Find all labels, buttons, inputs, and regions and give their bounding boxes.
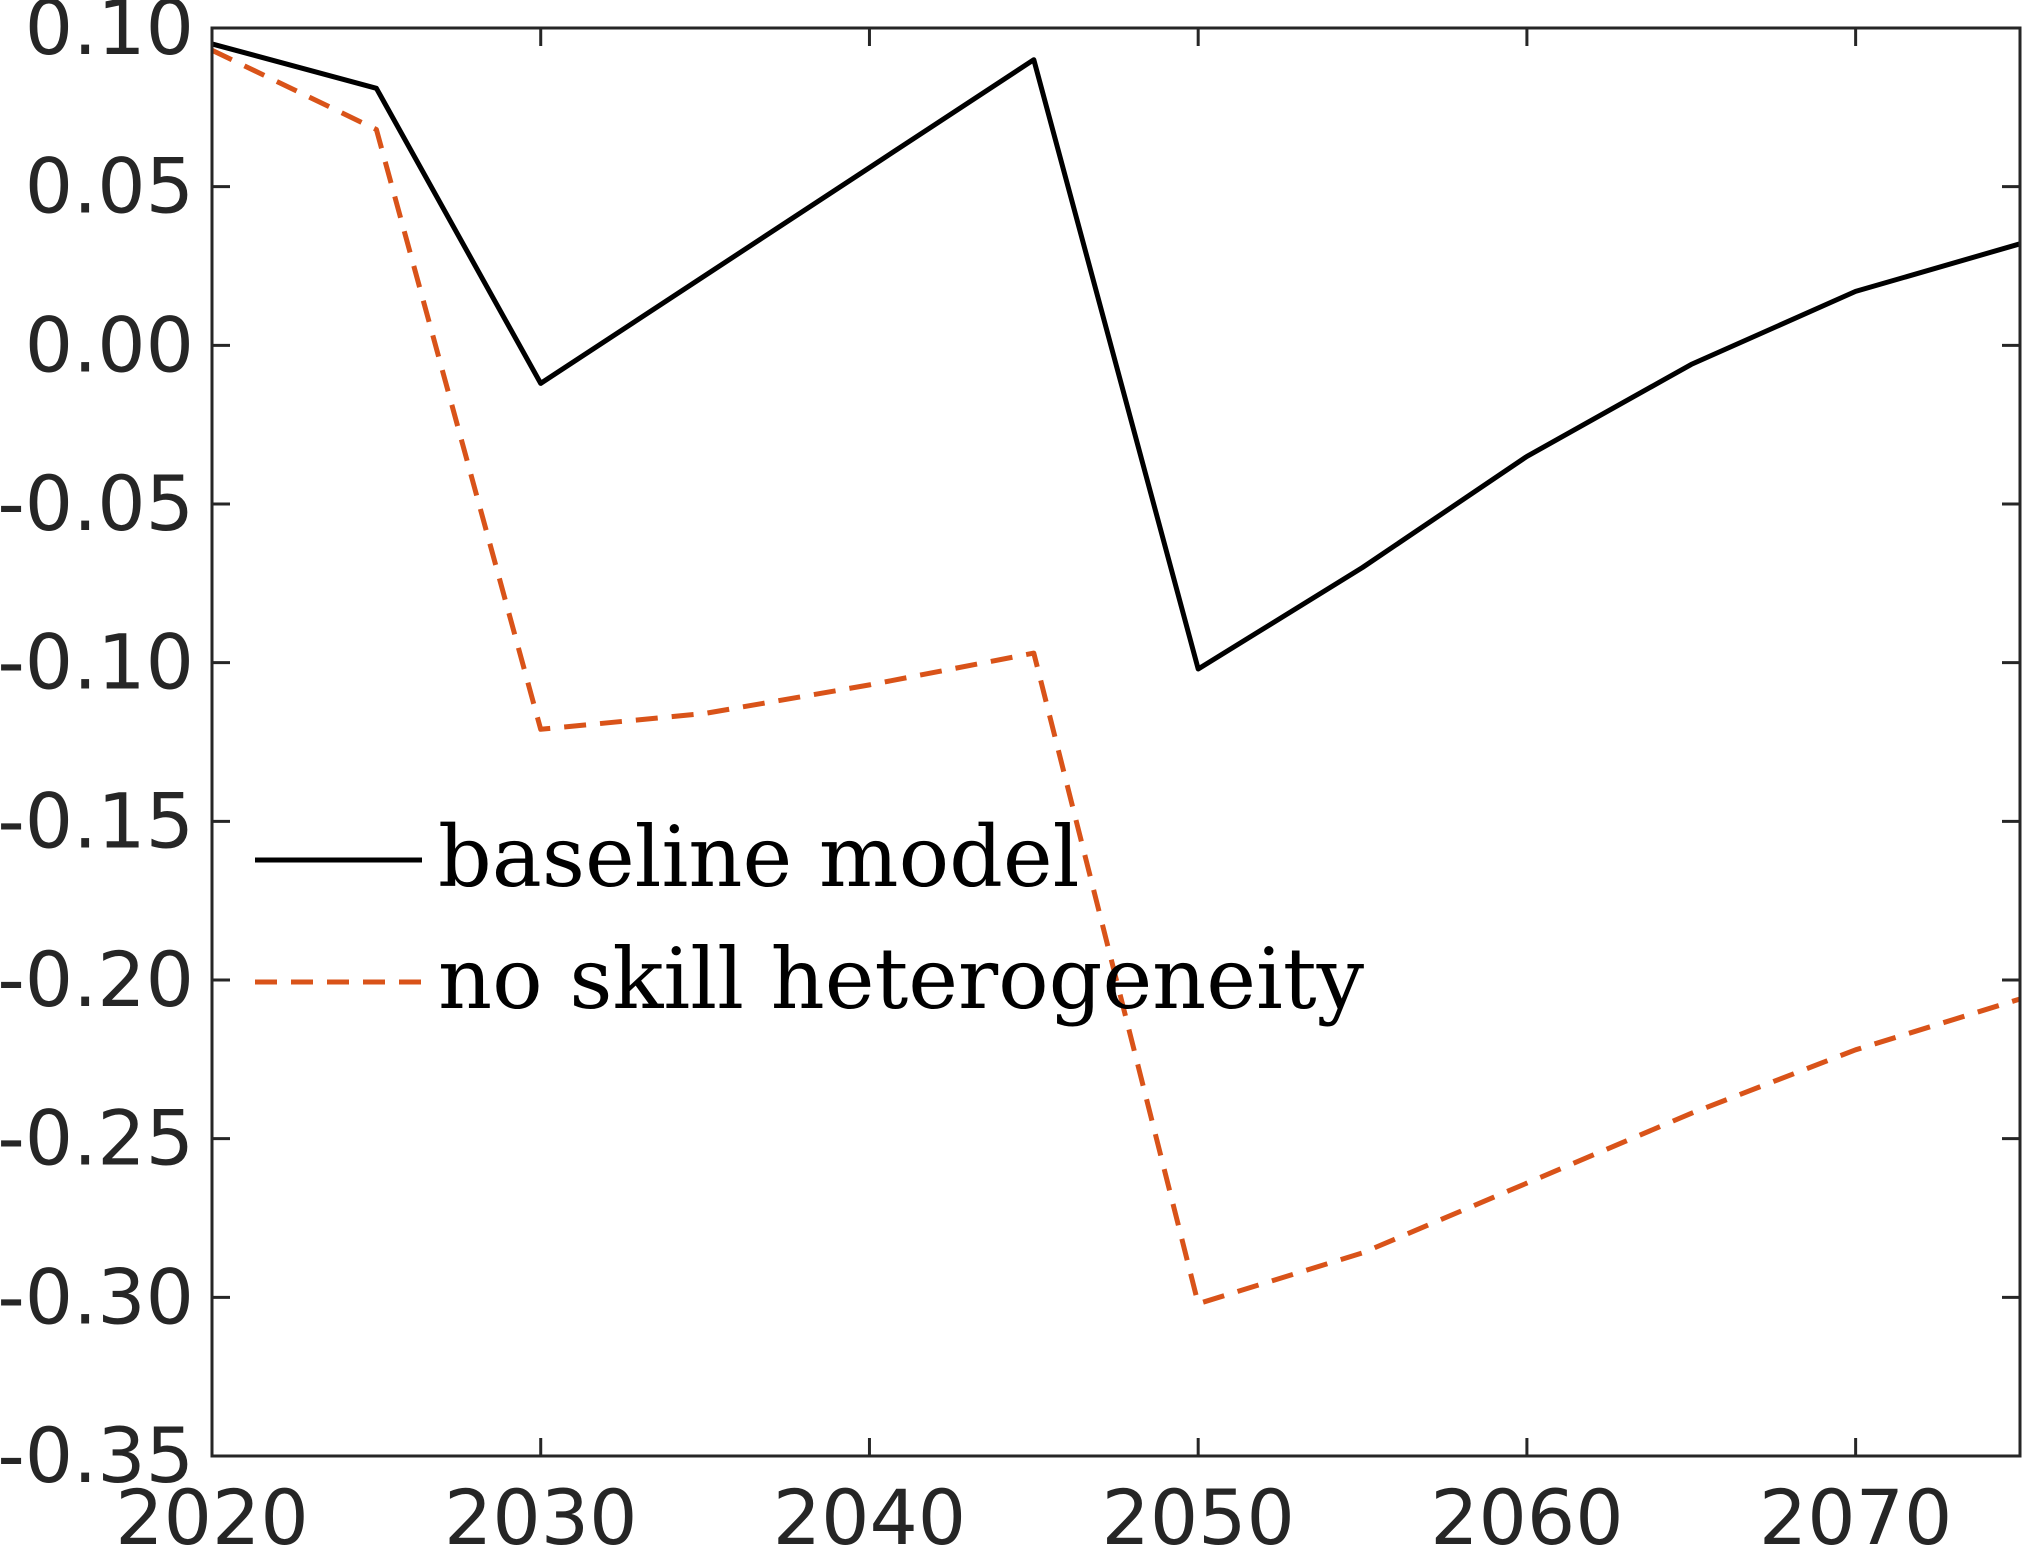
legend-label-baseline-model: baseline model [438, 808, 1079, 906]
y-tick-label: 0.00 [25, 300, 194, 389]
series-line-baseline-model [211, 41, 2021, 672]
y-tick-label: -0.05 [0, 459, 194, 548]
series-layer [210, 41, 2021, 1307]
y-tick-label: -0.15 [0, 776, 194, 865]
legend-label-no-skill-heterogeneity: no skill heterogeneity [438, 930, 1365, 1028]
series-line-no-skill-heterogeneity [210, 47, 2021, 1307]
axes [210, 26, 2022, 1458]
y-tick-label: -0.30 [0, 1252, 194, 1341]
y-tick-label: -0.20 [0, 935, 194, 1024]
y-tick-label: -0.35 [0, 1411, 194, 1500]
y-tick-label: 0.05 [25, 142, 194, 231]
x-tick-label: 2050 [1101, 1473, 1294, 1554]
x-tick-label: 2040 [773, 1473, 966, 1554]
tick-labels: 2020 2030 2040 2050 2060 2070 0.10 0.05 0.00 -0.0… [0, 0, 1952, 1554]
x-tick-label: 2030 [444, 1473, 637, 1554]
y-tick-label: -0.10 [0, 618, 194, 707]
plot-box [210, 26, 2022, 1458]
x-tick-label: 2020 [115, 1473, 308, 1554]
y-tick-label: -0.25 [0, 1094, 194, 1183]
y-tick-label: 0.10 [25, 0, 194, 72]
legend: baseline model no skill heterogeneity [255, 808, 1365, 1028]
x-tick-label: 2060 [1430, 1473, 1623, 1554]
x-tick-label: 2070 [1759, 1473, 1952, 1554]
